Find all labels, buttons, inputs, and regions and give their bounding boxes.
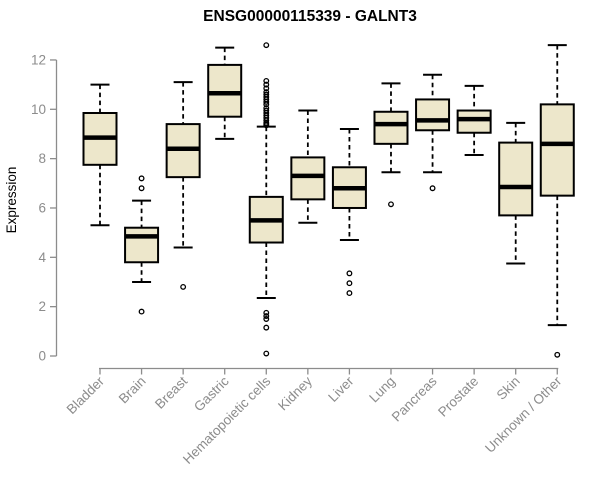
x-tick-label-skin: Skin [494,374,523,403]
y-tick-label-12: 12 [31,52,46,67]
outlier-point [388,201,394,208]
outlier-point [263,77,270,84]
boxplot-bladder [82,83,118,227]
boxplot-prostate [456,84,492,156]
outlier-point [554,351,561,358]
x-tick-label-prostate: Prostate [435,374,481,420]
outlier-point [263,313,270,319]
outlier-point [263,316,270,322]
y-tick-label-2: 2 [38,299,46,314]
outlier-point [138,175,145,182]
boxplot-unknown-other [539,44,575,358]
y-tick-label-8: 8 [38,151,46,166]
chart-title: ENSG00000115339 - GALNT3 [203,8,417,25]
x-tick-label-kidney: Kidney [275,373,315,413]
y-tick-label-10: 10 [31,102,46,117]
boxplot-pancreas [415,73,451,192]
boxplot-breast [165,81,201,290]
y-tick-label-0: 0 [38,349,46,364]
outlier-point [263,309,270,316]
outlier-point [263,81,270,88]
outlier-point [138,185,145,192]
outlier-point [263,101,270,108]
boxplot-liver [331,128,367,297]
x-tick-label-bladder: Bladder [64,373,108,417]
outlier-point [138,308,145,315]
outlier-point [263,85,270,92]
y-tick-label-4: 4 [38,250,46,265]
x-tick-label-pancreas: Pancreas [389,373,440,424]
x-tick-label-lung: Lung [366,374,398,406]
boxplot-skin [498,121,534,265]
iqr-box [290,156,326,201]
iqr-box [456,109,492,134]
outlier-point [180,283,187,290]
outlier-point [346,290,353,297]
boxplot-lung [373,82,409,208]
outlier-point [263,122,270,129]
y-axis-label: Expression [4,167,19,234]
iqr-box [539,103,575,197]
boxplot-gastric [207,46,243,140]
y-tick-label-6: 6 [38,200,46,215]
outlier-point [263,98,270,105]
outlier-point [429,185,436,192]
outlier-point [263,42,270,49]
outlier-point [263,350,270,357]
x-tick-label-breast: Breast [152,373,190,411]
boxplot-hematopoietic-cells [248,42,284,357]
outlier-point [346,280,353,287]
boxplot-kidney [290,109,326,224]
outlier-point [263,324,270,331]
iqr-box [124,226,160,264]
x-tick-label-unknown-other: Unknown / Other [482,373,565,456]
outlier-point [346,270,353,277]
x-tick-label-liver: Liver [325,373,357,405]
boxplot-brain [124,175,160,315]
iqr-box [373,110,409,145]
iqr-box [207,63,243,118]
x-tick-label-gastric: Gastric [191,373,232,414]
x-tick-label-brain: Brain [116,374,149,407]
iqr-box [498,141,534,217]
iqr-box [415,98,451,132]
boxplot-layer [82,42,575,358]
